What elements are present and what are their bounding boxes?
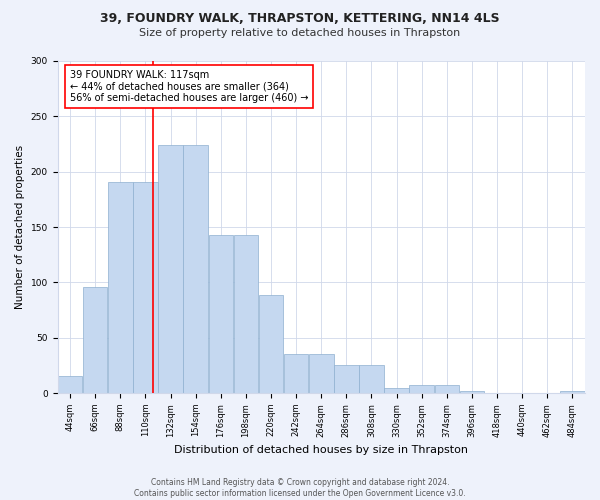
Bar (460, 391, 484, 393)
Text: Size of property relative to detached houses in Thrapston: Size of property relative to detached ho… (139, 28, 461, 38)
Bar (108, 182, 133, 393)
Bar (284, 354, 308, 393)
Bar (334, 366, 359, 393)
Bar (359, 366, 384, 393)
Bar (233, 235, 258, 393)
X-axis label: Distribution of detached houses by size in Thrapston: Distribution of detached houses by size … (174, 445, 468, 455)
Bar (83, 287, 107, 393)
Bar (385, 388, 409, 393)
Bar (209, 235, 233, 393)
Bar (434, 386, 459, 393)
Bar (409, 386, 434, 393)
Bar (133, 182, 158, 393)
Bar (58, 376, 82, 393)
Bar (158, 145, 183, 393)
Bar (560, 391, 585, 393)
Text: Contains HM Land Registry data © Crown copyright and database right 2024.
Contai: Contains HM Land Registry data © Crown c… (134, 478, 466, 498)
Bar (259, 294, 283, 393)
Text: 39 FOUNDRY WALK: 117sqm
← 44% of detached houses are smaller (364)
56% of semi-d: 39 FOUNDRY WALK: 117sqm ← 44% of detache… (70, 70, 308, 103)
Y-axis label: Number of detached properties: Number of detached properties (15, 145, 25, 309)
Bar (309, 354, 334, 393)
Text: 39, FOUNDRY WALK, THRAPSTON, KETTERING, NN14 4LS: 39, FOUNDRY WALK, THRAPSTON, KETTERING, … (100, 12, 500, 26)
Bar (184, 145, 208, 393)
